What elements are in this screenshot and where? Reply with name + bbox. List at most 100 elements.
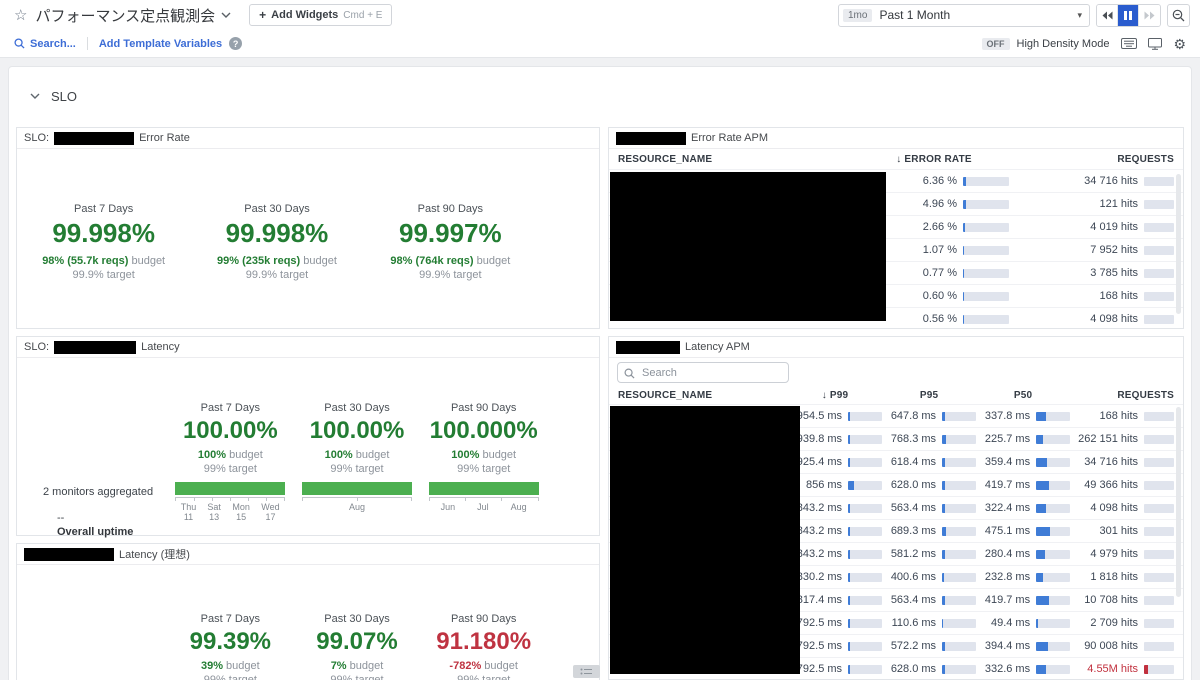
time-backward-button[interactable] — [1097, 4, 1118, 26]
slo-section-header[interactable]: SLO — [16, 74, 1184, 127]
time-forward-button[interactable] — [1139, 4, 1160, 26]
slo-error-rate-widget[interactable]: SLO: Error Rate Past 7 Days 99.998% 98% … — [16, 127, 600, 329]
period-label: Past 90 Days — [450, 402, 517, 414]
header-p99[interactable]: ↓ P99 — [821, 390, 849, 401]
header-p50[interactable]: P50 — [1013, 390, 1033, 401]
p95-value: 563.4 ms — [890, 594, 937, 606]
table-row[interactable]: 792.5 ms 110.6 ms 49.4 ms — [609, 611, 1183, 634]
p95-bar — [942, 595, 977, 605]
keyboard-shortcuts-icon[interactable] — [1121, 38, 1138, 49]
slo-value: 99.998% — [52, 218, 155, 248]
table-row[interactable]: 6.36 % 34 716 hits — [609, 169, 1183, 192]
p99-bar — [848, 457, 883, 467]
requests-cell: 2 709 hits — [1070, 617, 1175, 629]
p50-cell: 280.4 ms — [976, 548, 1071, 560]
widget-title: Latency (理想) — [17, 544, 599, 565]
p50-bar — [1036, 480, 1071, 490]
table-row[interactable]: 0.60 % 168 hits — [609, 284, 1183, 307]
aggregation-label: 2 monitors aggregated — [43, 486, 154, 498]
requests-value: 90 008 hits — [1084, 640, 1139, 652]
table-row[interactable]: 954.5 ms 647.8 ms 337.8 ms — [609, 404, 1183, 427]
requests-value: 4 098 hits — [1090, 502, 1139, 514]
table-row[interactable]: 817.4 ms 563.4 ms 419.7 ms — [609, 588, 1183, 611]
latency-apm-widget[interactable]: Latency APM RESOURCE_NAME ↓P99 P95 P50 R — [608, 336, 1184, 680]
requests-cell: 121 hits — [1009, 198, 1174, 210]
table-row[interactable]: 939.8 ms 768.3 ms 225.7 ms — [609, 427, 1183, 450]
p95-bar — [942, 503, 977, 513]
budget-value: 7% — [330, 660, 347, 672]
add-widgets-button[interactable]: + Add Widgets Cmd + E — [249, 4, 393, 26]
budget-value: 100% — [451, 449, 480, 461]
table-row[interactable]: 843.2 ms 581.2 ms 280.4 ms — [609, 542, 1183, 565]
vertical-scrollbar[interactable] — [1176, 407, 1181, 597]
p99-value: 830.2 ms — [796, 571, 843, 583]
table-row[interactable]: 2.66 % 4 019 hits — [609, 215, 1183, 238]
table-row[interactable]: 1.07 % 7 952 hits — [609, 238, 1183, 261]
list-view-toggle-button[interactable] — [573, 665, 600, 678]
header-requests[interactable]: REQUESTS — [1117, 153, 1174, 165]
slo-latency-widget[interactable]: SLO: Latency 2 monitors aggregated -- Ov… — [16, 336, 600, 538]
header-error-rate[interactable]: ↓ ERROR RATE — [896, 153, 972, 165]
budget-value: 99% (235k reqs) — [217, 255, 301, 267]
header-requests[interactable]: REQUESTS — [1117, 390, 1175, 401]
search-icon — [14, 38, 25, 49]
requests-bar — [1144, 176, 1174, 186]
toolbar: Search... Add Template Variables ? OFF H… — [0, 30, 1200, 58]
table-row[interactable]: 856 ms 628.0 ms 419.7 ms — [609, 473, 1183, 496]
pause-button[interactable] — [1118, 4, 1139, 26]
requests-value: 4 979 hits — [1090, 548, 1139, 560]
help-icon[interactable]: ? — [229, 37, 243, 50]
left-column: SLO: Error Rate Past 7 Days 99.998% 98% … — [16, 127, 600, 680]
error-rate-apm-widget[interactable]: Error Rate APM RESOURCE_NAME ↓ ERROR RATE… — [608, 127, 1184, 329]
redacted-text — [616, 340, 680, 354]
p99-bar — [848, 641, 883, 651]
header-p95[interactable]: P95 — [919, 390, 939, 401]
slo-value: 100.00% — [309, 417, 405, 444]
table-row[interactable]: 0.77 % 3 785 hits — [609, 261, 1183, 284]
budget-label: budget — [484, 660, 518, 672]
zoom-out-button[interactable] — [1167, 3, 1190, 27]
slo-latency-ideal-widget[interactable]: Latency (理想) 2 monitors aggregated Past … — [16, 543, 600, 680]
table-row[interactable]: 0.56 % 4 098 hits — [609, 307, 1183, 330]
slo-period-column: Past 30 Days 100.00% 100% budget 99% tar… — [294, 402, 421, 522]
high-density-toggle[interactable]: OFF — [981, 37, 1010, 50]
dashboard-title[interactable]: パフォーマンス定点観測会 — [35, 5, 231, 26]
slo-period-column: Past 90 Days 99.997% 98% (764k reqs) bud… — [364, 203, 537, 281]
target-label: 99% target — [330, 463, 384, 475]
requests-bar — [1144, 572, 1175, 582]
vertical-scrollbar[interactable] — [1176, 174, 1181, 314]
requests-bar — [1144, 314, 1174, 324]
resource-search-input[interactable] — [617, 362, 789, 383]
p95-cell: 572.2 ms — [882, 640, 977, 652]
favorite-star-icon[interactable]: ☆ — [14, 7, 28, 24]
gear-icon[interactable]: ⚙ — [1173, 35, 1186, 52]
budget-label: budget — [303, 255, 337, 267]
table-title-suffix: Error Rate APM — [691, 132, 769, 144]
requests-bar — [1144, 434, 1175, 444]
dashboard-search-link[interactable]: Search... — [14, 38, 76, 50]
budget-label: budget — [476, 255, 511, 267]
table-row[interactable]: 4.96 % 121 hits — [609, 192, 1183, 215]
p95-value: 647.8 ms — [890, 410, 937, 422]
table-row[interactable]: 792.5 ms 572.2 ms 394.4 ms — [609, 634, 1183, 657]
slo-value: 99.07% — [316, 628, 398, 655]
table-row[interactable]: 843.2 ms 689.3 ms 475.1 ms — [609, 519, 1183, 542]
tv-mode-icon[interactable] — [1148, 37, 1163, 50]
header-resource-name[interactable]: RESOURCE_NAME — [618, 153, 713, 165]
budget-label: budget — [482, 449, 517, 461]
table-header: RESOURCE_NAME ↓ ERROR RATE REQUESTS — [609, 149, 1183, 169]
table-row[interactable]: 792.5 ms 628.0 ms 332.6 ms — [609, 657, 1183, 680]
time-range-dropdown[interactable]: 1mo Past 1 Month ▾ — [838, 3, 1090, 27]
table-row[interactable]: 830.2 ms 400.6 ms 232.8 ms — [609, 565, 1183, 588]
table-row[interactable]: 925.4 ms 618.4 ms 359.4 ms — [609, 450, 1183, 473]
requests-cell: 168 hits — [1009, 290, 1174, 302]
divider — [86, 37, 88, 50]
requests-value: 4 019 hits — [1090, 221, 1138, 233]
p95-value: 618.4 ms — [890, 456, 937, 468]
add-template-variables-link[interactable]: Add Template Variables — [99, 38, 222, 50]
p50-value: 419.7 ms — [984, 594, 1031, 606]
table-row[interactable]: 843.2 ms 563.4 ms 322.4 ms — [609, 496, 1183, 519]
header-resource-name[interactable]: RESOURCE_NAME — [618, 390, 713, 401]
requests-cell: 4 098 hits — [1009, 313, 1174, 325]
add-widgets-shortcut: Cmd + E — [343, 9, 383, 21]
